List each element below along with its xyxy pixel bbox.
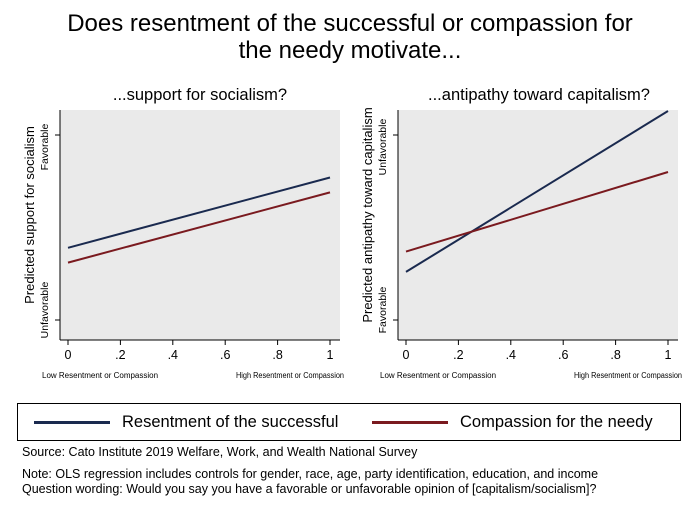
x-tick-label-capitalism-5: 1	[665, 348, 672, 362]
x-tick-label-capitalism-1: .2	[453, 348, 463, 362]
panel-title-capitalism: ...antipathy toward capitalism?	[428, 86, 650, 104]
x-label-low-capitalism: Low Resentment or Compassion	[380, 371, 496, 380]
question-wording: Question wording: Would you say you have…	[22, 482, 597, 496]
y-tick-label-bottom-capitalism: Favorable	[377, 287, 389, 334]
x-tick-label-socialism-4: .8	[272, 348, 282, 362]
x-tick-label-socialism-1: .2	[115, 348, 125, 362]
chart-title-line-1: Does resentment of the successful or com…	[67, 10, 633, 37]
x-tick-label-capitalism-3: .6	[558, 348, 568, 362]
y-tick-label-top-socialism: Favorable	[39, 124, 51, 171]
series-line-compassion-capitalism	[405, 171, 669, 253]
x-label-high-socialism: High Resentment or Compassion	[236, 371, 344, 380]
series-line-compassion-socialism	[67, 191, 331, 264]
chart-title-line-2: the needy motivate...	[238, 37, 462, 64]
x-tick-label-socialism-5: 1	[327, 348, 334, 362]
plot-area-socialism	[60, 110, 340, 340]
legend-swatch-resentment	[34, 420, 110, 424]
x-tick-label-socialism-3: .6	[220, 348, 230, 362]
legend-item-resentment: Resentment of the successful	[34, 404, 338, 440]
x-tick-label-socialism-0: 0	[65, 348, 72, 362]
x-tick-label-capitalism-2: .4	[506, 348, 516, 362]
legend-label-resentment: Resentment of the successful	[122, 412, 339, 431]
x-label-high-capitalism: High Resentment or Compassion	[574, 371, 682, 380]
x-tick-label-capitalism-4: .8	[610, 348, 620, 362]
y-tick-label-bottom-socialism: Unfavorable	[39, 282, 51, 339]
series-line-resentment-capitalism	[405, 110, 669, 273]
x-tick-label-capitalism-0: 0	[403, 348, 410, 362]
legend-swatch-compassion	[372, 420, 448, 424]
legend: Resentment of the successful Compassion …	[17, 403, 681, 441]
y-axis-title-socialism: Predicted support for socialism	[22, 126, 37, 304]
legend-item-compassion: Compassion for the needy	[372, 404, 653, 440]
x-tick-label-socialism-2: .4	[168, 348, 178, 362]
source-note: Source: Cato Institute 2019 Welfare, Wor…	[22, 445, 418, 459]
y-axis-title-capitalism: Predicted antipathy toward capitalism	[360, 107, 375, 322]
series-line-resentment-socialism	[67, 176, 331, 249]
panel-title-socialism: ...support for socialism?	[112, 86, 288, 104]
method-note: Note: OLS regression includes controls f…	[22, 467, 599, 481]
x-label-low-socialism: Low Resentment or Compassion	[42, 371, 158, 380]
y-tick-label-top-capitalism: Unfavorable	[377, 119, 389, 176]
plot-area-capitalism	[398, 110, 678, 340]
legend-label-compassion: Compassion for the needy	[460, 412, 653, 431]
